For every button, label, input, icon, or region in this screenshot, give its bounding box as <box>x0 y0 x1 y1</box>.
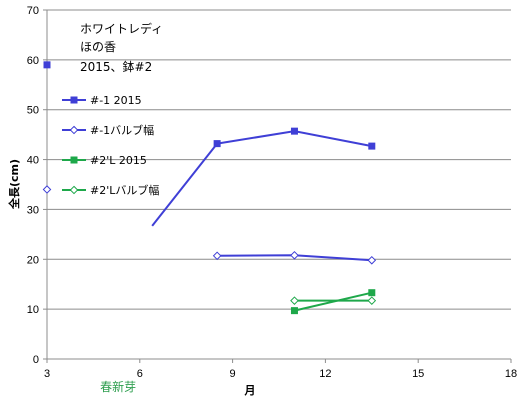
series-1-point-3 <box>367 255 377 265</box>
series-3 <box>290 296 377 305</box>
series-1 <box>42 185 377 265</box>
y-axis-title: 全長(cm) <box>7 159 21 210</box>
title-line-1: ホワイトレディ <box>80 21 163 36</box>
x-tick-label-0: 3 <box>44 368 50 380</box>
legend-label-0: #-1 2015 <box>90 94 142 107</box>
series-0-lead-line <box>151 142 218 227</box>
x-tick-label-5: 18 <box>505 368 517 380</box>
y-tick-label-4: 40 <box>27 155 39 167</box>
x-tick-labels: 3 6 9 12 15 18 <box>44 368 517 380</box>
x-axis-title: 月 <box>244 384 256 397</box>
series-3-point-1 <box>367 296 377 305</box>
series-1-point-1 <box>212 251 222 261</box>
series-3-point-0 <box>290 296 299 305</box>
legend-item-1: #-1バルブ幅 <box>62 123 154 137</box>
y-tick-label-7: 70 <box>27 5 39 17</box>
series-0-point-2 <box>290 127 298 135</box>
legend-label-2: #2'L 2015 <box>90 154 147 167</box>
y-tick-label-1: 10 <box>27 304 39 316</box>
y-tick-label-6: 60 <box>27 55 39 67</box>
y-tick-label-3: 30 <box>27 204 39 216</box>
x-tick-label-1: 6 <box>137 368 143 380</box>
legend-item-2: #2'L 2015 <box>62 154 147 167</box>
annotation-spring-shoot: 春新芽 <box>100 379 136 394</box>
gridlines <box>47 9 511 310</box>
legend-swatch-marker-2 <box>70 156 78 164</box>
legend-label-3: #2'Lバルブ幅 <box>90 183 159 197</box>
series-2-point-1 <box>368 289 376 297</box>
series-0 <box>43 61 376 227</box>
series-0-point-1 <box>213 140 221 148</box>
title-line-3: 2015、鉢#2 <box>80 60 152 74</box>
chart-title: ホワイトレディ ほの香 2015、鉢#2 <box>80 21 163 74</box>
y-tick-label-0: 0 <box>33 354 39 366</box>
legend-item-0: #-1 2015 <box>62 94 142 107</box>
legend-swatch-marker-1 <box>69 125 79 135</box>
legend-item-3: #2'Lバルブ幅 <box>62 183 159 197</box>
series-0-point-3 <box>368 142 376 150</box>
series-0-point-0 <box>43 61 51 69</box>
legend-swatch-marker-3 <box>69 185 79 195</box>
y-tick-label-2: 20 <box>27 254 39 266</box>
legend: #-1 2015 #-1バルブ幅 #2'L 2015 #2'Lバルブ幅 <box>62 94 159 197</box>
series-layer <box>42 61 377 315</box>
series-1-point-2 <box>290 250 299 260</box>
legend-label-1: #-1バルブ幅 <box>90 123 154 137</box>
series-2-point-0 <box>290 307 298 315</box>
title-line-2: ほの香 <box>80 40 116 54</box>
y-tick-labels: 0 10 20 30 40 50 60 70 <box>27 5 39 366</box>
x-tick-label-2: 9 <box>230 368 236 380</box>
x-tick-label-3: 12 <box>319 368 331 380</box>
x-tick-label-4: 15 <box>412 368 424 380</box>
legend-swatch-marker-0 <box>70 96 78 104</box>
y-tick-label-5: 50 <box>27 105 39 117</box>
series-1-point-0 <box>42 185 52 194</box>
